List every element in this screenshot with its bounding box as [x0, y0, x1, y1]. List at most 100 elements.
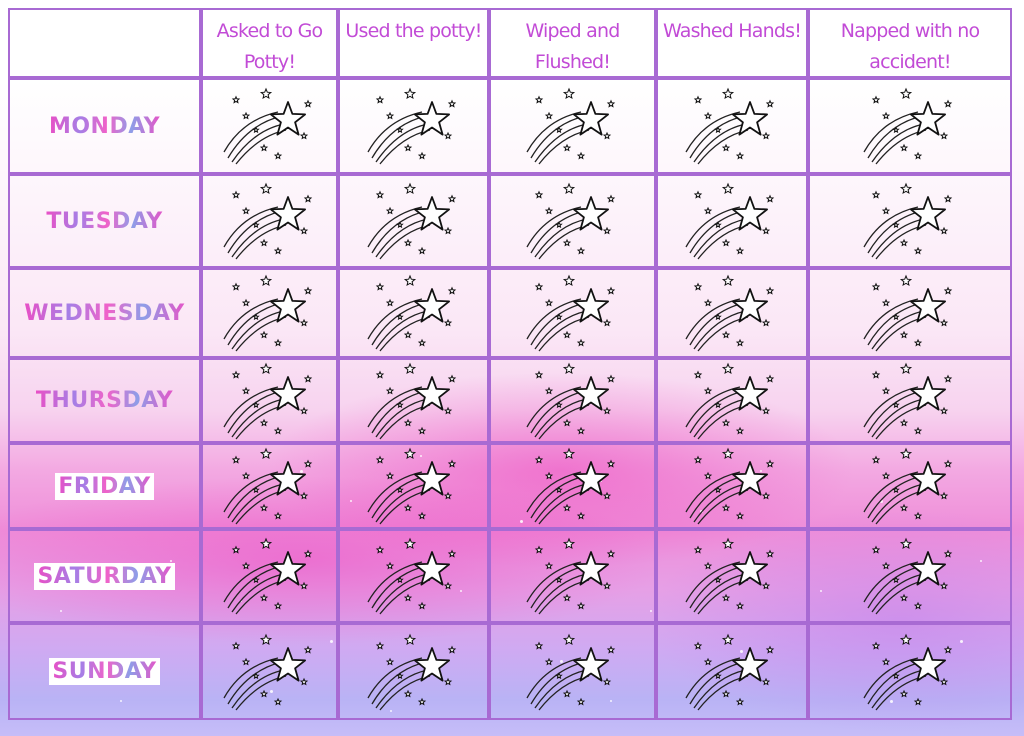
- day-label: SUNDAY: [52, 659, 157, 684]
- shooting-star-icon: [222, 274, 312, 352]
- star-cell[interactable]: [489, 623, 656, 720]
- sparkle-decoration: [350, 500, 352, 502]
- column-header: Napped with no accident!: [808, 8, 1012, 78]
- star-cell[interactable]: [489, 78, 656, 174]
- sparkle-decoration: [240, 600, 242, 602]
- day-label: FRIDAY: [58, 473, 151, 499]
- shooting-star-icon: [525, 633, 615, 710]
- column-header-label: Napped with no accident!: [840, 20, 980, 73]
- star-cell[interactable]: [808, 268, 1012, 358]
- star-cell[interactable]: [656, 358, 808, 443]
- star-cell[interactable]: [489, 268, 656, 358]
- star-cell[interactable]: [201, 174, 338, 268]
- shooting-star-icon: [863, 274, 953, 352]
- star-cell[interactable]: [656, 529, 808, 623]
- day-cell-tuesday: TUESDAY: [8, 174, 201, 268]
- day-label-box: FRIDAY: [55, 472, 154, 500]
- column-header-label: Asked to Go Potty!: [216, 20, 323, 73]
- shooting-star-icon: [366, 362, 456, 439]
- star-cell[interactable]: [338, 443, 489, 529]
- star-cell[interactable]: [338, 174, 489, 268]
- shooting-star-icon: [863, 362, 953, 439]
- star-cell[interactable]: [808, 623, 1012, 720]
- shooting-star-icon: [222, 182, 312, 260]
- shooting-star-icon: [863, 87, 953, 165]
- column-header-label: Used the potty!: [345, 20, 482, 42]
- star-cell[interactable]: [656, 623, 808, 720]
- star-cell[interactable]: [201, 623, 338, 720]
- star-cell[interactable]: [808, 529, 1012, 623]
- sparkle-decoration: [980, 560, 982, 562]
- sparkle-decoration: [880, 500, 883, 503]
- shooting-star-icon: [222, 537, 312, 615]
- star-cell[interactable]: [338, 529, 489, 623]
- day-cell-wednesday: WEDNESDAY: [8, 268, 201, 358]
- shooting-star-icon: [222, 633, 312, 710]
- star-cell[interactable]: [489, 358, 656, 443]
- shooting-star-icon: [685, 447, 775, 525]
- day-label-box: THURSDAY: [33, 387, 176, 414]
- day-cell-monday: MONDAY: [8, 78, 201, 174]
- shooting-star-icon: [863, 447, 953, 525]
- star-cell[interactable]: [201, 443, 338, 529]
- sparkle-decoration: [330, 640, 333, 643]
- sparkle-decoration: [60, 610, 62, 612]
- sparkle-decoration: [420, 455, 422, 457]
- shooting-star-icon: [525, 537, 615, 615]
- day-cell-saturday: SATURDAY: [8, 529, 201, 623]
- star-cell[interactable]: [808, 174, 1012, 268]
- sparkle-decoration: [120, 700, 122, 702]
- star-cell[interactable]: [338, 358, 489, 443]
- shooting-star-icon: [222, 447, 312, 525]
- shooting-star-icon: [685, 633, 775, 710]
- day-label: THURSDAY: [35, 388, 174, 413]
- shooting-star-icon: [525, 87, 615, 165]
- star-cell[interactable]: [656, 443, 808, 529]
- sparkle-decoration: [650, 610, 652, 612]
- shooting-star-icon: [222, 87, 312, 165]
- star-cell[interactable]: [489, 174, 656, 268]
- star-cell[interactable]: [656, 78, 808, 174]
- column-header-label: Wiped and Flushed!: [525, 20, 620, 73]
- star-cell[interactable]: [201, 268, 338, 358]
- column-header: Wiped and Flushed!: [489, 8, 656, 78]
- star-cell[interactable]: [489, 529, 656, 623]
- star-cell[interactable]: [656, 174, 808, 268]
- shooting-star-icon: [525, 362, 615, 439]
- sparkle-decoration: [520, 520, 523, 523]
- shooting-star-icon: [685, 87, 775, 165]
- star-cell[interactable]: [338, 268, 489, 358]
- star-cell[interactable]: [338, 78, 489, 174]
- star-cell[interactable]: [201, 529, 338, 623]
- day-label: TUESDAY: [46, 208, 163, 234]
- column-header: Asked to Go Potty!: [201, 8, 338, 78]
- star-cell[interactable]: [808, 443, 1012, 529]
- sparkle-decoration: [890, 700, 893, 703]
- sparkle-decoration: [740, 650, 743, 653]
- shooting-star-icon: [366, 274, 456, 352]
- shooting-star-icon: [525, 274, 615, 352]
- sparkle-decoration: [820, 590, 822, 592]
- sparkle-decoration: [760, 470, 762, 472]
- shooting-star-icon: [366, 447, 456, 525]
- day-cell-friday: FRIDAY: [8, 443, 201, 529]
- shooting-star-icon: [366, 182, 456, 260]
- sparkle-decoration: [600, 480, 602, 482]
- shooting-star-icon: [525, 447, 615, 525]
- shooting-star-icon: [222, 362, 312, 439]
- star-cell[interactable]: [338, 623, 489, 720]
- star-cell[interactable]: [201, 358, 338, 443]
- shooting-star-icon: [685, 274, 775, 352]
- star-cell[interactable]: [808, 78, 1012, 174]
- shooting-star-icon: [685, 537, 775, 615]
- sparkle-decoration: [560, 660, 563, 663]
- star-cell[interactable]: [656, 268, 808, 358]
- star-cell[interactable]: [201, 78, 338, 174]
- star-cell[interactable]: [808, 358, 1012, 443]
- day-label: MONDAY: [48, 113, 161, 139]
- header-corner-cell: [8, 8, 201, 78]
- star-cell[interactable]: [489, 443, 656, 529]
- sparkle-decoration: [610, 700, 612, 702]
- day-label: WEDNESDAY: [24, 300, 185, 326]
